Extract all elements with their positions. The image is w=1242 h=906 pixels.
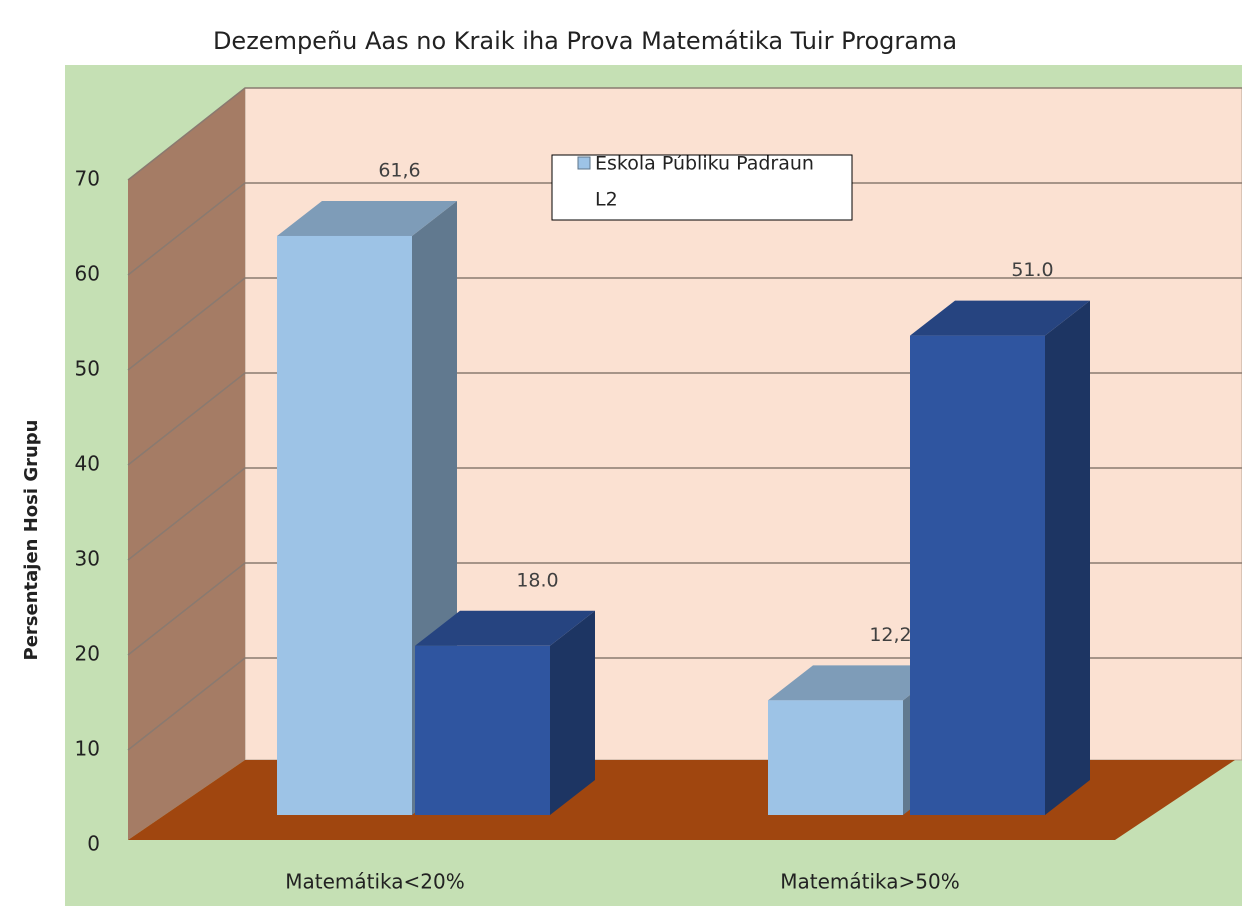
y-tick-label: 50 — [75, 357, 100, 381]
bar-front — [768, 700, 903, 815]
bar — [277, 200, 457, 815]
bar-front — [415, 645, 550, 815]
bar-top — [910, 300, 1090, 336]
legend — [551, 154, 853, 221]
y-tick-label: 30 — [75, 547, 100, 571]
grid-line — [127, 467, 1242, 561]
y-tick-label: 60 — [75, 262, 100, 286]
grid-line — [127, 277, 1242, 371]
bar-side — [550, 610, 595, 815]
y-tick-label: 40 — [75, 452, 100, 476]
y-tick-label: 70 — [75, 167, 100, 191]
legend-marker — [577, 156, 591, 170]
grid-line — [127, 372, 1242, 466]
x-tick-label: Matemátika<20% — [285, 870, 465, 894]
grid-line — [127, 87, 1242, 181]
y-tick-label: 20 — [75, 642, 100, 666]
bar-top — [277, 200, 457, 236]
data-label: 51.0 — [1011, 259, 1053, 281]
bar-side — [1045, 300, 1090, 816]
bar-top — [768, 665, 948, 701]
bar — [910, 300, 1090, 816]
chart-title: Dezempeñu Aas no Kraik iha Prova Matemát… — [213, 27, 957, 55]
bar-front — [277, 235, 412, 815]
grid — [127, 87, 1242, 751]
legend-label: L2 — [595, 189, 618, 211]
bar-front — [910, 335, 1045, 815]
side-wall — [128, 88, 245, 840]
y-tick-label: 10 — [75, 737, 100, 761]
bar-top — [415, 610, 595, 646]
data-label: 61,6 — [378, 159, 420, 181]
y-tick-label: 0 — [87, 832, 100, 856]
y-axis-label: Persentajen Hosi Grupu — [21, 420, 42, 661]
data-label: 18.0 — [516, 569, 558, 591]
grid-line — [127, 562, 1242, 656]
grid-line — [127, 657, 1242, 751]
grid-line — [127, 182, 1242, 276]
legend-label: Eskola Públiku Padraun — [595, 153, 814, 175]
bar — [415, 610, 595, 815]
x-tick-label: Matemátika>50% — [780, 870, 960, 894]
data-label: 12,2 — [869, 624, 911, 646]
